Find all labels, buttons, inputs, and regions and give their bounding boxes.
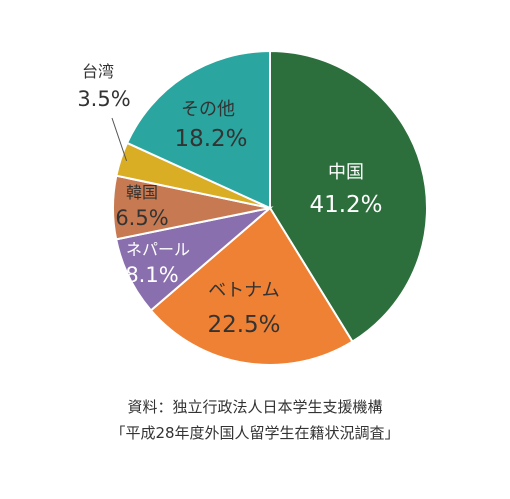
slice-value-other: 18.2%: [174, 126, 247, 152]
pie-slices: [112, 49, 428, 366]
slice-label-vietnam: ベトナム: [208, 280, 279, 301]
source-line-1: 資料：独立行政法人日本学生支援機構: [127, 398, 383, 416]
slice-label-korea: 韓国: [126, 183, 158, 202]
slice-value-china: 41.2%: [309, 192, 382, 218]
slice-label-taiwan: 台湾: [82, 62, 114, 81]
slice-value-taiwan: 3.5%: [77, 87, 130, 111]
slice-value-korea: 6.5%: [115, 206, 168, 230]
slice-label-other: その他: [181, 99, 235, 120]
pie-slice-vietnam: [149, 206, 354, 366]
slice-value-vietnam: 22.5%: [207, 312, 280, 338]
pie-slice-other: [125, 49, 271, 210]
pie-slice-china: [269, 49, 428, 343]
taiwan-leader-line: [111, 117, 128, 162]
slice-label-china: 中国: [328, 162, 364, 183]
slice-value-nepal: 8.1%: [125, 263, 178, 287]
slice-label-nepal: ネパール: [126, 240, 190, 259]
pie-chart: 中国 41.2% ベトナム 22.5% ネパール 8.1% 韓国 6.5% 台湾…: [77, 49, 428, 366]
source-line-2: 「平成28年度外国人留学生在籍状況調査」: [110, 424, 400, 442]
